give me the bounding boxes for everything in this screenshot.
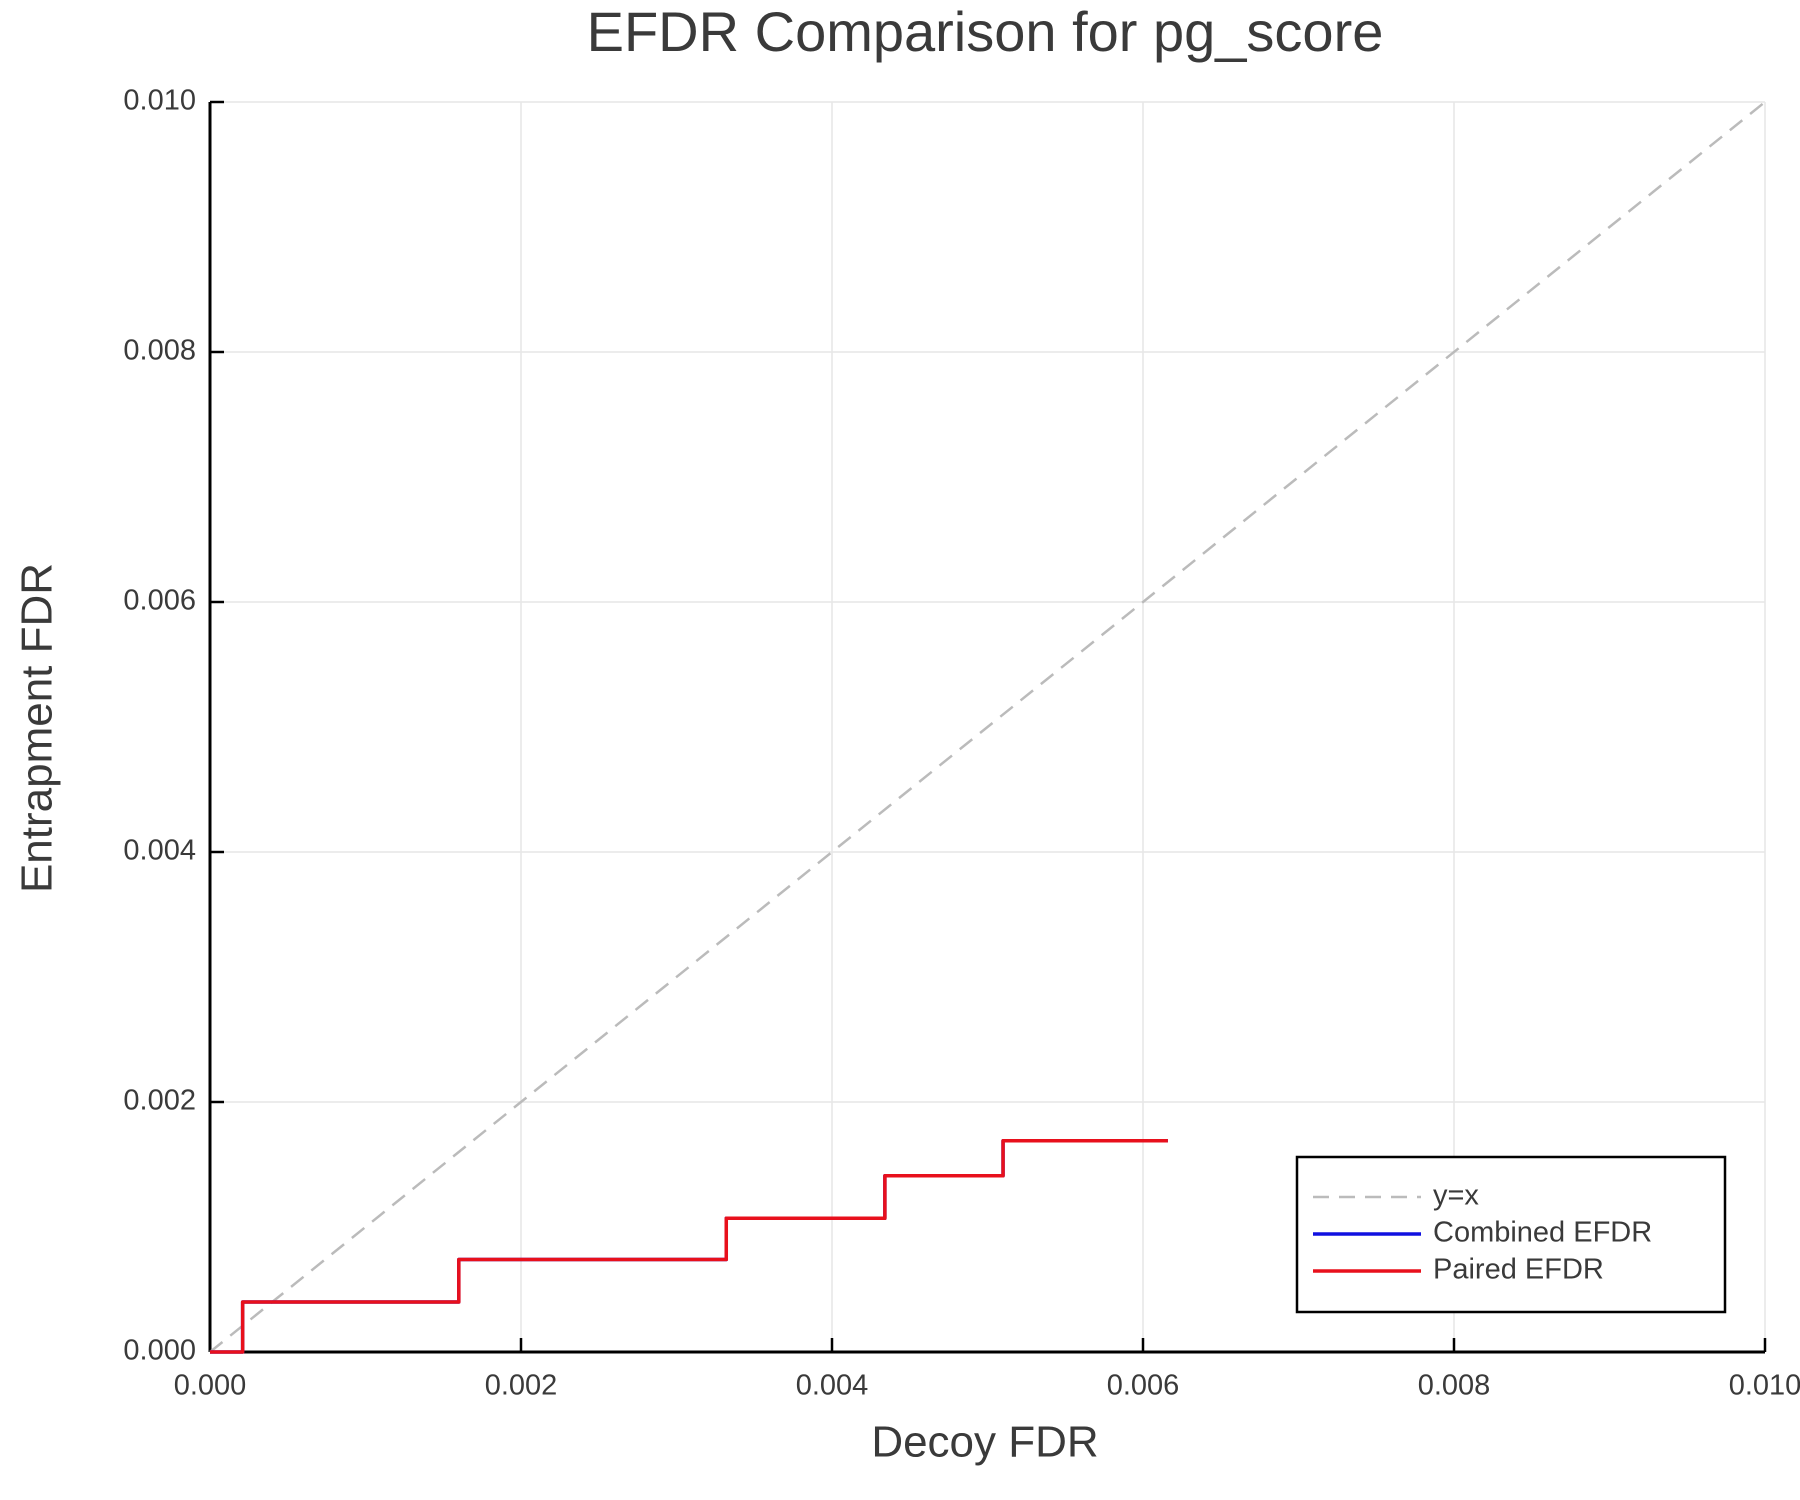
y-tick-label: 0.004 (123, 835, 196, 867)
y-tick-label: 0.010 (123, 85, 196, 117)
x-tick-label: 0.004 (796, 1370, 869, 1402)
chart-title: EFDR Comparison for pg_score (587, 0, 1384, 63)
legend-label: Combined EFDR (1433, 1217, 1652, 1249)
y-tick-label: 0.008 (123, 335, 196, 367)
y-axis-label: Entrapment FDR (13, 563, 62, 893)
series-line (210, 1139, 1168, 1354)
x-tick-label: 0.000 (174, 1370, 247, 1402)
y-tick-label: 0.006 (123, 585, 196, 617)
legend-label: Paired EFDR (1433, 1254, 1604, 1286)
x-tick-label: 0.006 (1107, 1370, 1180, 1402)
x-tick-label: 0.008 (1418, 1370, 1491, 1402)
legend: y=x Combined EFDR Paired EFDR (1295, 1155, 1727, 1314)
series-line (209, 101, 1766, 1353)
x-tick-label: 0.002 (485, 1370, 558, 1402)
legend-label: y=x (1433, 1180, 1479, 1212)
x-axis-label: Decoy FDR (871, 1418, 1098, 1467)
x-tick-label: 0.010 (1729, 1370, 1800, 1402)
y-tick-label: 0.002 (123, 1085, 196, 1117)
y-tick-label: 0.000 (123, 1335, 196, 1367)
